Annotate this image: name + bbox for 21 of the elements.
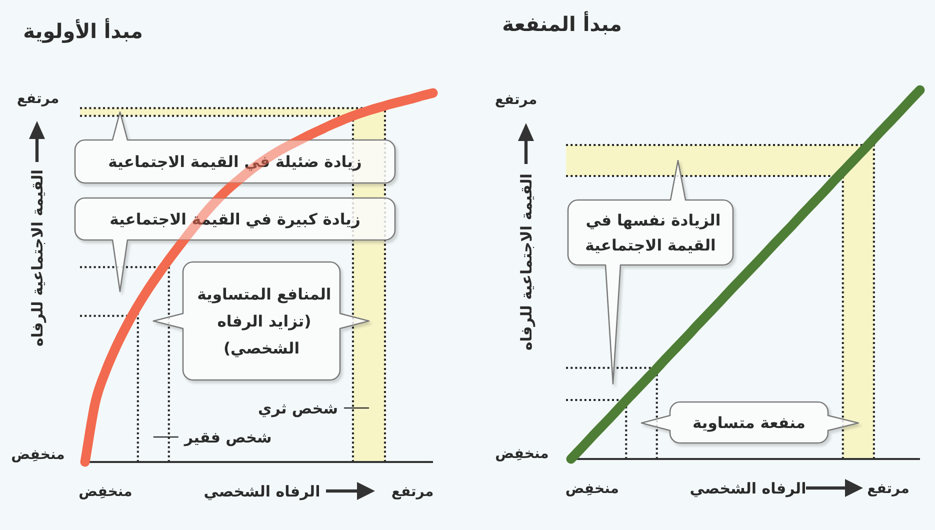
annotation: شخص فقير bbox=[184, 428, 272, 446]
ylabel: القيمة الاجتماعية للرفاه bbox=[28, 169, 46, 347]
x-category-label: مرتفع bbox=[391, 484, 434, 500]
annotation: زيادة كبيرة في القيمة الاجتماعية bbox=[110, 210, 360, 229]
ylabel: القيمة الاجتماعية للرفاه bbox=[517, 173, 536, 351]
annotation: المنافع المتساوية (تزايد الرفاه الشخصي) bbox=[197, 286, 332, 358]
title: مبدأ المنفعة bbox=[502, 12, 622, 36]
annotation: الزيادة نفسها في القيمة الاجتماعية bbox=[585, 212, 721, 255]
x-category-label: مرتفع bbox=[867, 481, 910, 498]
xlabel: الرفاه الشخصي bbox=[204, 482, 320, 500]
xlabel: الرفاه الشخصي bbox=[690, 479, 806, 498]
axis-end-label: منخفِض bbox=[11, 447, 65, 464]
x-category-label: منخفِض bbox=[78, 484, 132, 500]
annotation: زيادة ضئيلة في القيمة الاجتماعية bbox=[108, 153, 362, 172]
title: مبدأ الأولوية bbox=[23, 19, 143, 44]
annotation: شخص ثري bbox=[258, 399, 338, 418]
axis-end-label: مرتفع bbox=[16, 91, 60, 108]
annotation: منفعة متساوية bbox=[692, 414, 806, 432]
axis-end-label: مرتفع bbox=[494, 92, 538, 108]
axis-end-label: منخفِض bbox=[495, 446, 549, 462]
x-category-label: منخفِض bbox=[565, 481, 619, 498]
